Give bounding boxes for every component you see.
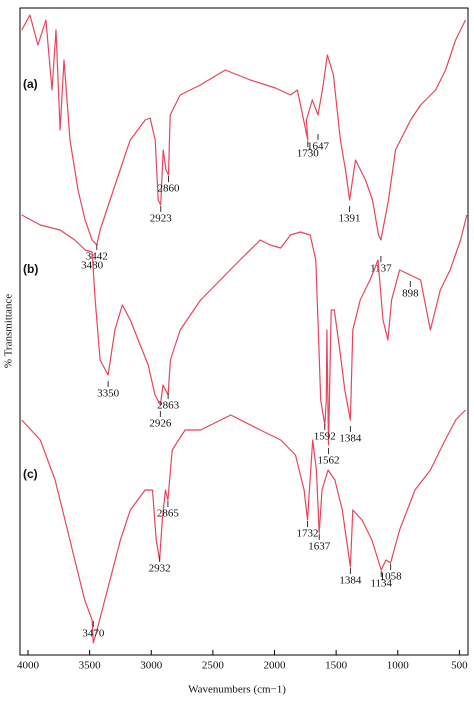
- peak-label: 2860: [158, 183, 181, 195]
- x-tick-label: 1000: [387, 660, 410, 672]
- peak-label: 2926: [149, 418, 172, 430]
- peak-label: 1134: [370, 578, 392, 590]
- peak-label: 1730: [297, 148, 320, 160]
- peak-label: 3480: [81, 260, 104, 272]
- series-label: (a): [23, 77, 38, 91]
- spectrum-line: [21, 14, 467, 246]
- peak-label: 1592: [314, 431, 336, 443]
- spectrum-line: [21, 409, 466, 644]
- peak-label: 2865: [157, 508, 180, 520]
- series-label: (b): [23, 262, 38, 276]
- peak-label: 1391: [339, 213, 361, 225]
- x-tick-label: 3000: [140, 660, 163, 672]
- peak-label: 3350: [97, 388, 120, 400]
- x-tick-label: 3500: [79, 660, 102, 672]
- series-label: (c): [23, 467, 38, 481]
- peak-label: 1384: [339, 575, 362, 587]
- peak-label: 2863: [157, 400, 180, 412]
- peak-label: 3470: [82, 628, 105, 640]
- peak-label: 898: [402, 288, 419, 300]
- peak-label: 1562: [317, 455, 339, 467]
- peak-label: 1058: [380, 571, 403, 583]
- x-axis-label: Wavenumbers (cm−1): [188, 684, 286, 696]
- spectrum-line: [21, 214, 468, 446]
- peak-label: 1637: [308, 541, 331, 553]
- peak-label: 2932: [149, 563, 171, 575]
- x-tick-label: 2000: [264, 660, 287, 672]
- peak-label: 1384: [339, 433, 362, 445]
- peak-label: 1647: [307, 141, 330, 153]
- peak-label: 1732: [297, 528, 319, 540]
- y-axis-label: % Transmittance: [3, 294, 15, 368]
- peak-label: 2923: [150, 213, 173, 225]
- x-tick-label: 500: [451, 660, 468, 672]
- x-tick-label: 2500: [202, 660, 225, 672]
- x-tick-label: 4000: [17, 660, 40, 672]
- plot-frame: [19, 7, 469, 656]
- peak-label: 3442: [86, 251, 108, 263]
- x-tick-label: 1500: [325, 660, 348, 672]
